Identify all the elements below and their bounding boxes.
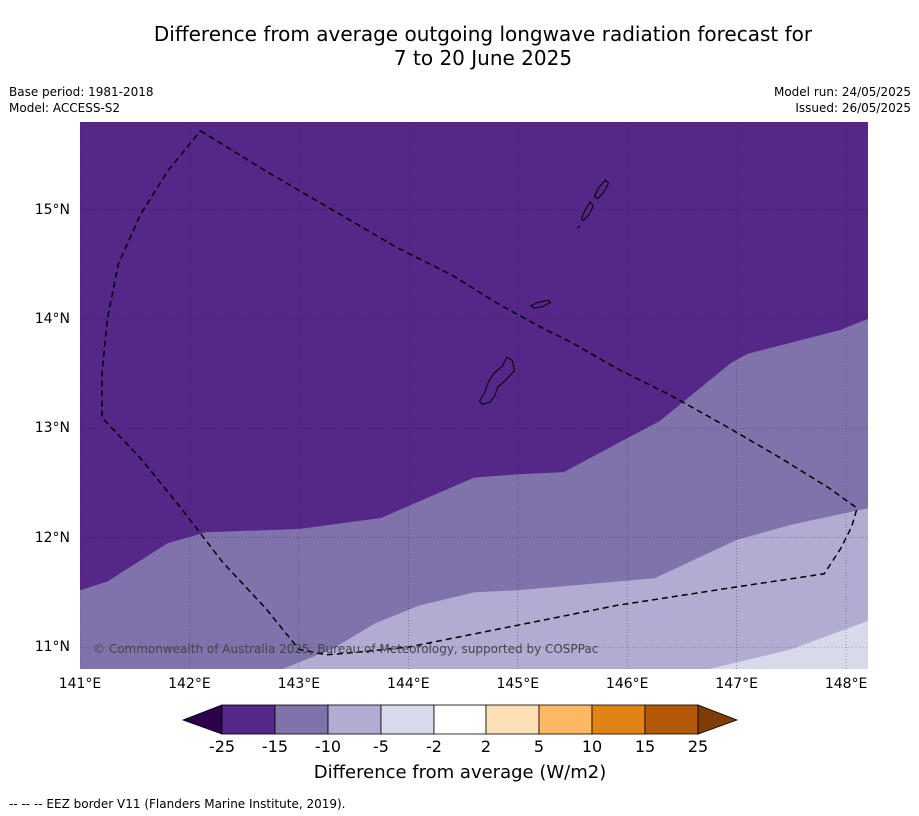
island-outline [580,201,594,222]
longitude-label: 147°E [715,676,758,692]
longitude-label: 148°E [824,676,868,692]
meta-right: Model run: 24/05/2025 Issued: 26/05/2025 [774,84,911,116]
colorbar-segment [274,704,329,735]
latitude-label: 14°N [34,310,70,327]
longitude-label: 145°E [496,676,540,692]
colorbar-title: Difference from average (W/m2) [313,762,607,783]
colorbar [181,704,739,735]
anomaly-band-minus5-to-minus10 [189,508,868,669]
colorbar-segment [485,704,540,735]
colorbar-segment [538,704,593,735]
colorbar-segment [644,704,699,735]
eez-legend-footnote: -- -- -- EEZ border V11 (Flanders Marine… [9,797,346,811]
anomaly-band-minus2-to-minus5 [709,620,868,669]
longitude-label: 144°E [387,676,430,692]
colorbar-segment [221,704,276,735]
colorbar-tick-label: -25 [208,737,236,756]
map-title: Difference from average outgoing longwav… [100,22,866,70]
title-line-2: 7 to 20 June 2025 [393,46,573,70]
colorbar-tick-label: -5 [373,737,389,756]
latitude-label: 13°N [34,420,70,437]
colorbar-extend-min [181,704,223,735]
title-line-1: Difference from average outgoing longwav… [153,22,813,46]
island-outline [529,299,552,309]
colorbar-tick-label: -15 [261,737,289,756]
meta-left: Base period: 1981-2018 Model: ACCESS-S2 [9,84,154,116]
map-panel: © Commonwealth of Australia 2025, Bureau… [80,122,868,669]
base-period: Base period: 1981-2018 [9,85,154,99]
colorbar-segment [327,704,382,735]
longitude-label: 142°E [168,676,211,692]
longitude-label: 141°E [58,676,102,692]
island-outline [593,179,610,200]
colorbar-tick-label: -2 [426,737,442,756]
latitude-label: 15°N [34,201,70,218]
issued-date: Issued: 26/05/2025 [795,101,911,115]
eez-border [101,130,858,656]
colorbar-tick-label: 25 [687,737,709,756]
longitude-label: 143°E [277,676,321,692]
colorbar-extend-max [697,704,739,735]
copyright-notice: © Commonwealth of Australia 2025, Bureau… [93,642,598,656]
colorbar-tick-label: 5 [533,737,545,756]
latitude-label: 12°N [34,529,70,546]
model-run: Model run: 24/05/2025 [773,85,911,99]
island-outline [576,225,581,229]
latitude-label: 11°N [34,639,70,656]
model-name: Model: ACCESS-S2 [9,101,121,115]
gridlines [80,122,868,669]
colorbar-tick-label: 15 [634,737,656,756]
colorbar-tick-label: -10 [314,737,342,756]
colorbar-tick-label: 10 [581,737,603,756]
island-outline [478,356,516,405]
islands [478,179,610,405]
longitude-label: 146°E [605,676,649,692]
colorbar-tick-label: 2 [480,737,492,756]
colorbar-segment [591,704,646,735]
colorbar-segment [380,704,435,735]
colorbar-segment [433,704,487,735]
